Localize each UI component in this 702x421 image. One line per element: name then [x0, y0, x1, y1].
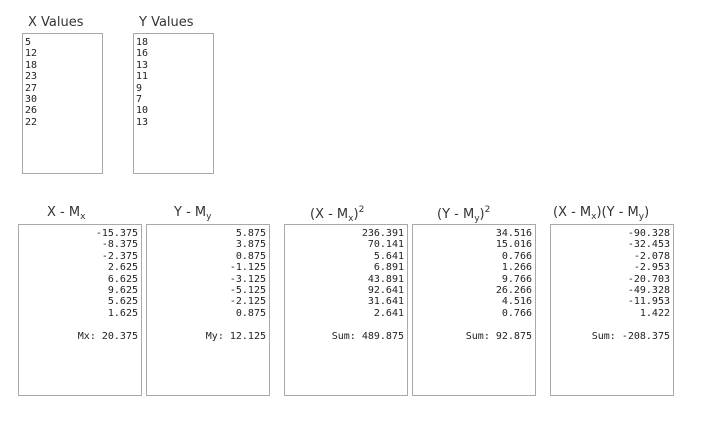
blank-line — [553, 319, 670, 330]
value-line: 10 — [136, 105, 149, 117]
summary-line: Mx: 20.375 — [77, 330, 138, 342]
value-line: 13 — [136, 116, 149, 128]
value-line: -20.703 — [627, 273, 670, 285]
value-line: 0.875 — [235, 307, 266, 319]
y-deviation-label: Y - My — [174, 205, 212, 222]
x-deviation-squared-label: (X - Mx)2 — [310, 205, 365, 224]
value-line: 23 — [25, 71, 38, 83]
summary-line: Sum: -208.375 — [591, 330, 670, 342]
value-line: 27 — [25, 82, 38, 94]
value-line: 9.625 — [107, 284, 138, 296]
y-values-textarea[interactable]: 18 16 13 11 9 7 10 13 — [133, 33, 214, 174]
value-line: 22 — [25, 116, 38, 128]
value-line: 1.625 — [107, 307, 138, 319]
value-line: 4.516 — [501, 296, 532, 308]
value-line: 26.266 — [495, 284, 532, 296]
value-line: 6.625 — [107, 273, 138, 285]
y-deviation-squared-label: (Y - My)2 — [437, 205, 491, 224]
value-line: 1.266 — [501, 262, 532, 274]
blank-line — [21, 319, 138, 330]
x-deviation-textarea[interactable]: -15.375 -8.375 -2.375 2.625 6.625 9.625 5.625 1… — [18, 224, 142, 396]
blank-line — [149, 319, 266, 330]
value-line: 2.625 — [107, 262, 138, 274]
x-deviation-squared-textarea[interactable]: 236.391 70.141 5.641 6.891 43.891 92.641 31.64… — [284, 224, 408, 396]
value-line: 1.422 — [639, 307, 670, 319]
value-line: 2.641 — [373, 307, 404, 319]
value-line: -3.125 — [229, 273, 266, 285]
deviation-product-label: (X - Mx)(Y - My) — [553, 205, 650, 222]
value-line: 13 — [136, 59, 149, 71]
value-line: 9 — [136, 82, 143, 94]
x-deviation-label: X - Mx — [47, 205, 86, 222]
value-line: 31.641 — [367, 296, 404, 308]
value-line: 34.516 — [495, 228, 532, 239]
value-line: 3.875 — [235, 239, 266, 251]
deviation-product-textarea[interactable]: -90.328 -32.453 -2.078 -2.953 -20.703 -49.328… — [550, 224, 674, 396]
value-line: 6.891 — [373, 262, 404, 274]
value-line: 236.391 — [361, 228, 404, 239]
value-line: -1.125 — [229, 262, 266, 274]
value-line: 5 — [25, 37, 32, 48]
value-line: 26 — [25, 105, 38, 117]
value-line: -2.125 — [229, 296, 266, 308]
value-line: -8.375 — [101, 239, 138, 251]
value-line: -2.953 — [633, 262, 670, 274]
value-line: 0.875 — [235, 250, 266, 262]
x-values-textarea[interactable]: 5 12 18 23 27 30 26 22 — [22, 33, 103, 174]
x-values-label: X Values — [28, 15, 84, 30]
y-values-label: Y Values — [139, 15, 194, 30]
y-deviation-textarea[interactable]: 5.875 3.875 0.875 -1.125 -3.125 -5.125 -2.125 0… — [146, 224, 270, 396]
summary-line: Sum: 92.875 — [465, 330, 532, 342]
value-line: 70.141 — [367, 239, 404, 251]
value-line: 5.625 — [107, 296, 138, 308]
value-line: -2.078 — [633, 250, 670, 262]
value-line: 0.766 — [501, 250, 532, 262]
value-line: 11 — [136, 71, 149, 83]
value-line: 5.875 — [235, 228, 266, 239]
value-line: 5.641 — [373, 250, 404, 262]
value-line: -15.375 — [95, 228, 138, 239]
value-line: 16 — [136, 48, 149, 60]
value-line: -49.328 — [627, 284, 670, 296]
value-line: 43.891 — [367, 273, 404, 285]
value-line: -32.453 — [627, 239, 670, 251]
y-deviation-squared-textarea[interactable]: 34.516 15.016 0.766 1.266 9.766 26.266 4.516 0.… — [412, 224, 536, 396]
value-line: 7 — [136, 93, 143, 105]
value-line: 9.766 — [501, 273, 532, 285]
value-line: 12 — [25, 48, 38, 60]
value-line: 92.641 — [367, 284, 404, 296]
value-line: -90.328 — [627, 228, 670, 239]
value-line: -11.953 — [627, 296, 670, 308]
value-line: -5.125 — [229, 284, 266, 296]
value-line: 18 — [25, 59, 38, 71]
value-line: 15.016 — [495, 239, 532, 251]
value-line: 18 — [136, 37, 149, 48]
value-line: 0.766 — [501, 307, 532, 319]
summary-line: My: 12.125 — [205, 330, 266, 342]
blank-line — [415, 319, 532, 330]
summary-line: Sum: 489.875 — [331, 330, 404, 342]
value-line: 30 — [25, 93, 38, 105]
value-line: -2.375 — [101, 250, 138, 262]
blank-line — [287, 319, 404, 330]
